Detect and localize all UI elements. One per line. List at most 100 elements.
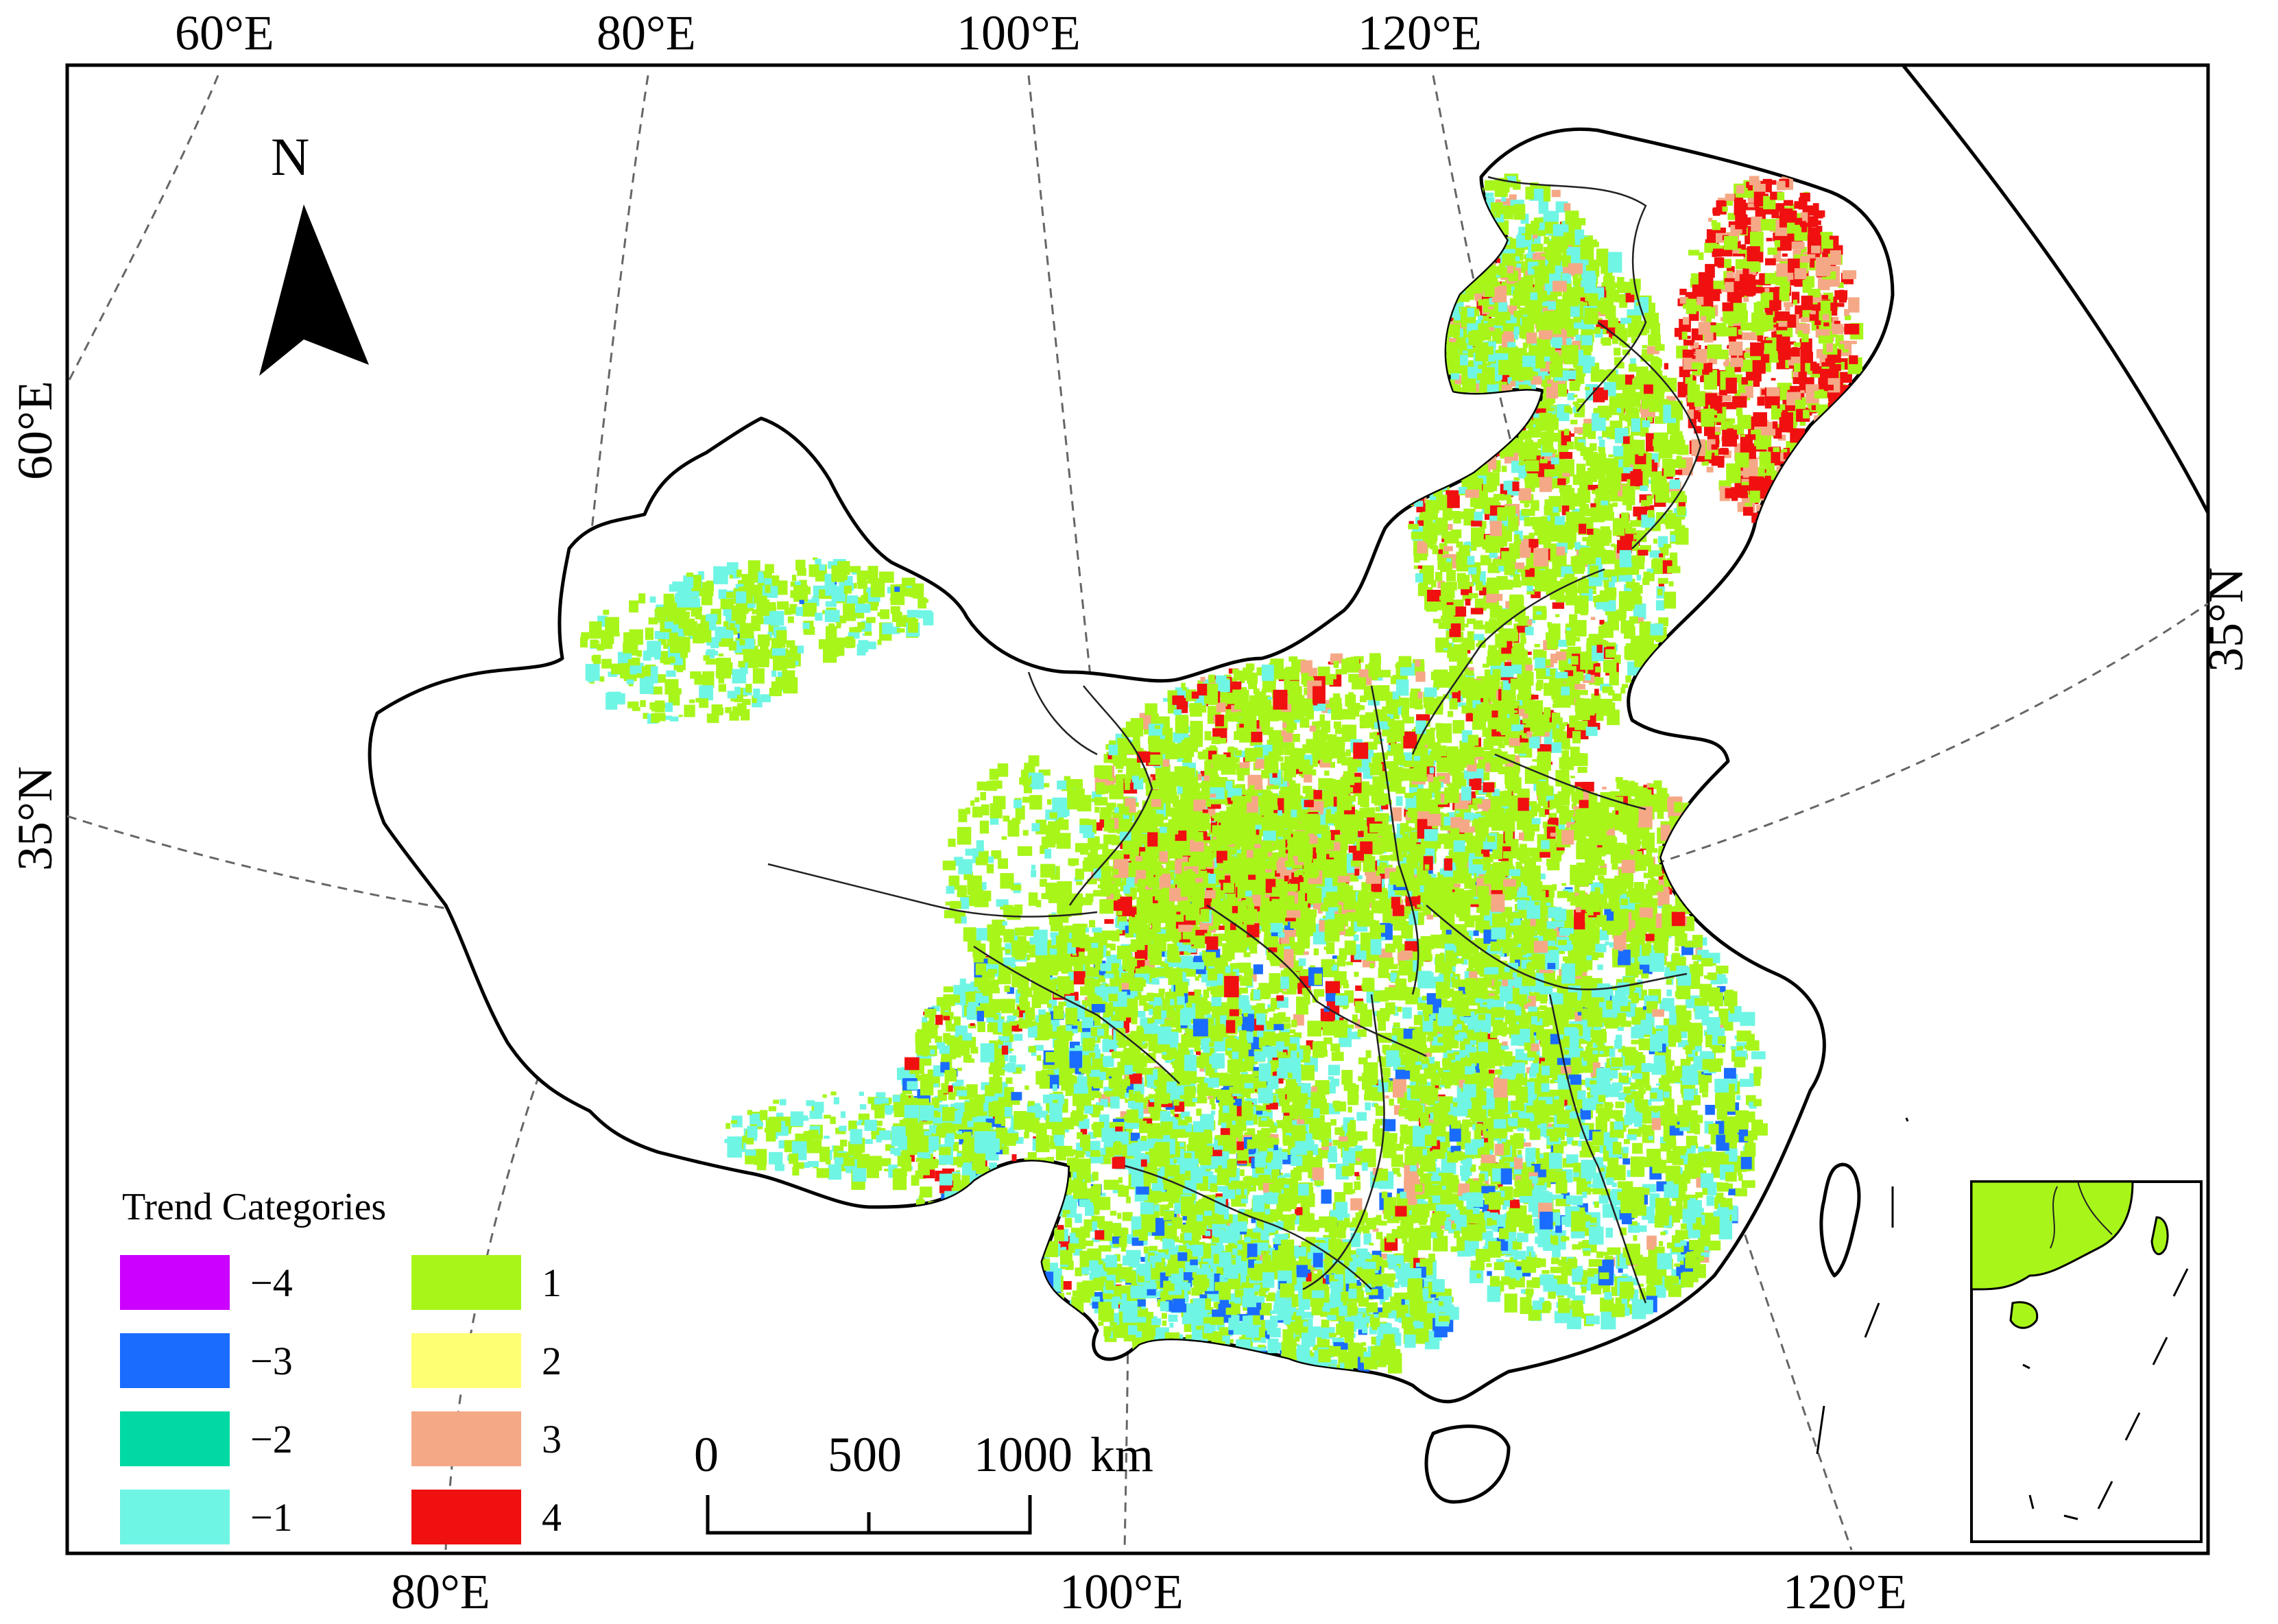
trend-pixel [1074,971,1086,984]
trend-pixel [1433,1243,1443,1250]
trend-pixel [915,1032,925,1044]
trend-pixel [1037,1055,1041,1061]
trend-pixel [1012,1154,1017,1161]
trend-pixel [1029,1160,1041,1173]
trend-pixel [1091,1186,1101,1196]
trend-pixel [1144,966,1149,972]
trend-pixel [1001,1238,1011,1249]
trend-pixel [1347,1123,1354,1133]
trend-pixel [1217,1172,1230,1185]
trend-pixel [1205,1230,1210,1236]
trend-pixel [973,1210,979,1217]
trend-pixel [1210,1027,1223,1042]
trend-pixel [922,1017,927,1023]
trend-pixel [1326,981,1340,994]
trend-pixel [1192,1098,1197,1102]
trend-pixel [1376,1215,1382,1223]
trend-pixel [941,1083,948,1093]
trend-pixel [1164,1182,1170,1190]
trend-pixel [999,1253,1006,1258]
trend-pixel [1702,1093,1708,1097]
trend-pixel [1129,968,1134,971]
taiwan-island [1821,1165,1859,1276]
trend-pixel [1051,1185,1062,1194]
trend-pixel [1358,1029,1367,1037]
trend-pixel [1066,1146,1072,1153]
trend-pixel [1467,1219,1475,1223]
trend-pixel [1195,1047,1201,1052]
trend-pixel [1002,1046,1008,1055]
trend-pixel [981,1204,994,1221]
trend-pixel [1104,1137,1114,1144]
trend-pixel [1268,1215,1278,1222]
trend-pixel [939,1226,946,1234]
trend-pixel [1262,1095,1273,1101]
trend-pixel [926,1213,935,1223]
trend-pixel [983,1177,994,1189]
trend-pixel [1223,1232,1236,1243]
trend-pixel [946,1024,955,1032]
trend-pixel [1153,1007,1162,1020]
trend-pixel [1026,1228,1039,1239]
trend-pixel [1271,1160,1277,1168]
trend-pixel [1067,1076,1077,1084]
trend-pixel [1141,1160,1147,1167]
trend-pixel [960,1213,972,1222]
trend-pixel [1330,1119,1336,1125]
trend-pixel [1734,1188,1747,1196]
trend-pixel [1395,979,1406,988]
trend-pixel [1376,1169,1388,1181]
trend-pixel [1237,1141,1245,1150]
trend-pixel [1052,1171,1058,1180]
trend-pixel [1396,1144,1404,1151]
trend-pixel [1577,1090,1586,1099]
trend-pixel [1337,1226,1346,1239]
trend-pixel [1053,1298,1058,1305]
trend-pixel [1093,1199,1100,1205]
trend-pixel [983,1189,996,1201]
trend-pixel [937,1231,948,1241]
trend-pixel [1083,1241,1093,1246]
trend-pixel [963,1225,969,1230]
trend-pixel [1103,1039,1110,1046]
trend-pixel [1041,1292,1051,1298]
trend-pixel [1269,973,1281,988]
trend-pixel [1105,1147,1114,1158]
trend-pixel [1024,1172,1039,1188]
trend-pixel [1203,990,1210,998]
trend-pixel [1075,1151,1085,1158]
trend-pixel [1035,1240,1046,1247]
trend-pixel [1345,929,1356,936]
trend-pixel [1000,1036,1009,1041]
trend-pixel [1065,1031,1072,1035]
trend-pixel [1154,1205,1159,1212]
trend-pixel [1066,1293,1071,1295]
trend-pixel [993,1190,999,1195]
trend-pixel [1140,1003,1145,1006]
trend-pixel [1326,942,1334,955]
trend-pixel [1299,958,1306,966]
trend-pixel [972,1230,979,1234]
trend-pixel [1008,1175,1021,1193]
trend-pixel [1283,1143,1288,1145]
trend-pixel [1039,1287,1049,1298]
trend-pixel [1171,1243,1175,1246]
trend-pixel [1384,1197,1396,1216]
trend-pixel [1020,1227,1029,1239]
trend-pixel [1081,1267,1089,1275]
trend-pixel [1090,1150,1100,1157]
trend-pixel [1342,1166,1353,1176]
trend-pixel [1385,944,1395,953]
trend-pixel [1292,1121,1297,1125]
trend-pixel [1065,1218,1072,1228]
trend-pixel [1254,964,1263,974]
trend-pixel [1093,1092,1102,1098]
boundary-arc [1903,65,2208,513]
trend-pixel [1082,1280,1094,1298]
trend-pixel [1009,1167,1016,1175]
trend-pixel [1186,1071,1197,1084]
trend-pixel [1161,1010,1166,1018]
trend-pixel [928,1204,937,1216]
trend-pixel [1137,1026,1142,1031]
trend-pixel [1003,1216,1014,1230]
